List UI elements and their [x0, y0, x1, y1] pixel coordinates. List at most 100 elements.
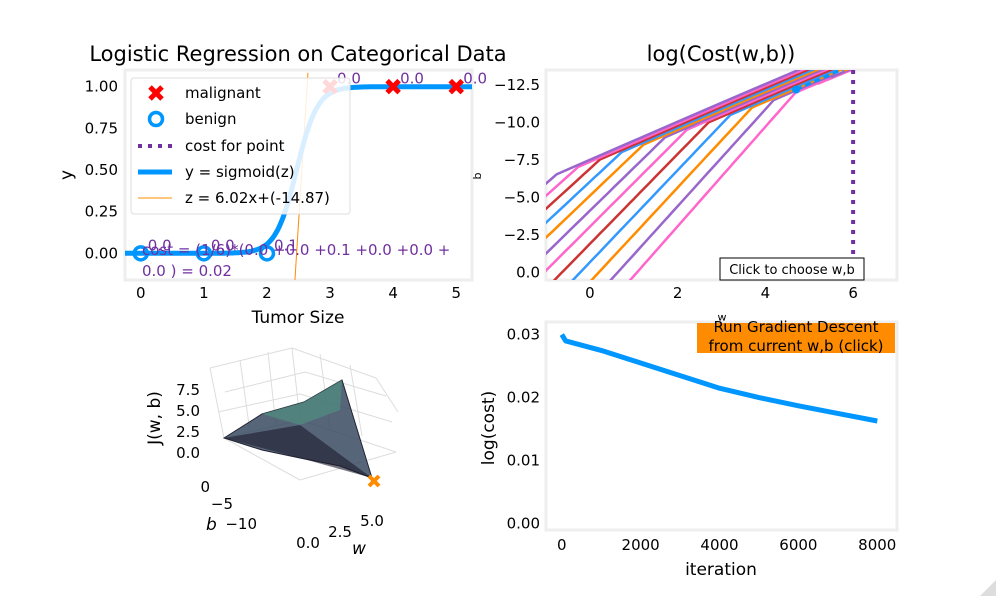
descent-path — [795, 70, 845, 91]
surface-xlabel: w — [352, 539, 366, 559]
w-tick-label: 5.0 — [360, 512, 384, 530]
x-tick-label: 0 — [585, 284, 595, 302]
contour-line — [590, 70, 849, 280]
cost-equation-line1: cost = (1/6)*(0.0 +0.0 +0.1 +0.0 +0.0 + — [142, 241, 450, 259]
legend-entry-label: malignant — [185, 84, 261, 102]
contour-line — [546, 70, 830, 273]
z-tick-label: 0.0 — [176, 444, 200, 462]
logistic-plot[interactable]: Logistic Regression on Categorical Data … — [57, 42, 507, 424]
contour-plot-ylabel: b — [471, 172, 484, 179]
cost-iteration-plot[interactable]: 0 2000 4000 6000 8000 0.00 0.01 0.02 0.03 iterat… — [479, 318, 899, 580]
x-tick-label: 3 — [325, 284, 335, 302]
x-tick-label: 2 — [262, 284, 272, 302]
x-tick-label: 5 — [451, 284, 461, 302]
y-tick-label: 1.00 — [85, 78, 118, 96]
y-tick-label: 0.00 — [507, 515, 540, 533]
y-tick-label: 0.75 — [85, 119, 118, 137]
y-tick-label: −10.0 — [494, 114, 540, 132]
surface-current-point-marker — [367, 474, 381, 488]
malignant-point — [385, 78, 401, 95]
surface-grid-line — [224, 371, 306, 393]
surface-highlight — [262, 380, 342, 425]
run-gradient-descent-button-bg[interactable] — [697, 323, 895, 353]
logistic-plot-title: Logistic Regression on Categorical Data — [89, 42, 506, 66]
legend-entry-label: benign — [185, 110, 236, 128]
contour-line — [609, 70, 852, 280]
surface-zlabel: J(w, b) — [145, 391, 165, 446]
x-tick-label: 0 — [136, 284, 146, 302]
cost-curve — [559, 333, 878, 424]
cost-iteration-xlabel: iteration — [685, 560, 757, 580]
surface-grid-line — [304, 371, 387, 397]
surface-grid-line — [291, 347, 377, 379]
x-tick-label: 6 — [848, 284, 858, 302]
x-tick-label: 0 — [557, 536, 567, 554]
x-tick-label: 2000 — [622, 536, 660, 554]
point-cost-label: 0.1 — [274, 236, 298, 254]
legend-entry-label: cost for point — [185, 137, 285, 155]
x-tick-label: 4 — [761, 284, 771, 302]
x-tick-label: 6000 — [779, 536, 817, 554]
contour-line — [628, 70, 855, 280]
click-note-box[interactable] — [719, 257, 865, 281]
surface-grid-line — [209, 347, 293, 369]
logistic-legend: malignant benign cost for point y = sigmoid… — [130, 77, 351, 215]
surface-grid-line — [349, 364, 363, 437]
y-tick-label: 0.25 — [85, 203, 118, 221]
surface-grid-line — [217, 393, 301, 413]
y-tick-label: −2.5 — [504, 226, 540, 244]
z-tick-label: 5.0 — [176, 402, 200, 420]
w-tick-label: 0.0 — [296, 534, 320, 552]
x-tick-label: 1 — [199, 284, 209, 302]
point-cost-label: 0.0 — [463, 70, 487, 88]
benign-point — [195, 245, 213, 262]
y-tick-label: 0.50 — [85, 161, 118, 179]
y-tick-label: 0.00 — [85, 244, 118, 262]
contour-line — [552, 70, 834, 280]
y-tick-label: 0.03 — [507, 326, 540, 344]
z-tick-label: 7.5 — [176, 381, 200, 399]
y-tick-label: −7.5 — [504, 151, 540, 169]
w-tick-label: 2.5 — [328, 523, 352, 541]
resize-grip-icon[interactable] — [980, 580, 996, 596]
x-tick-label: 2 — [673, 284, 683, 302]
point-cost-label: 0.0 — [400, 70, 424, 88]
benign-point — [258, 245, 276, 262]
y-tick-label: −12.5 — [494, 76, 540, 94]
surface-grid-line — [375, 377, 399, 413]
malignant-point — [448, 78, 464, 95]
point-cost-label: 0.0 — [211, 236, 235, 254]
click-note-text: Click to choose w,b — [729, 263, 855, 278]
x-tick-label: 8000 — [858, 536, 896, 554]
y-tick-label: 0.02 — [507, 389, 540, 407]
logistic-plot-ylabel: y — [57, 170, 77, 180]
legend-benign-marker — [147, 110, 165, 128]
run-gradient-descent-button[interactable]: Run Gradient Descent from current w,b (c… — [697, 318, 895, 355]
b-tick-label: 0 — [200, 478, 210, 496]
surface-ylabel: b — [206, 515, 217, 535]
point-cost-label: 0.0 — [148, 236, 172, 254]
surface-marker-cross — [367, 474, 381, 488]
run-gradient-descent-label-1: Run Gradient Descent — [713, 318, 878, 336]
contour-plot[interactable]: log(Cost(w,b)) 0 2 4 6 −12.5 −10.0 −7.5 −5.0 −2.… — [325, 0, 996, 377]
surface-grid-line — [209, 367, 225, 439]
surface-grid-line — [239, 359, 251, 433]
contour-plot-title: log(Cost(w,b)) — [647, 42, 796, 66]
legend-entry-label: y = sigmoid(z) — [185, 163, 295, 181]
legend-box — [130, 77, 351, 215]
contour-plot-xlabel: w — [718, 311, 727, 324]
cost-equation-line2: 0.0 ) = 0.02 — [142, 262, 232, 280]
cost-iteration-ylabel: log(cost) — [479, 391, 499, 465]
z-tick-label: 2.5 — [176, 423, 200, 441]
cost-iteration-frame — [544, 320, 899, 532]
benign-point — [132, 245, 150, 262]
run-gradient-descent-label-2: from current w,b (click) — [708, 337, 883, 355]
contour-line — [571, 70, 839, 280]
logistic-plot-xlabel: Tumor Size — [251, 308, 345, 328]
b-tick-label: −5 — [211, 495, 233, 513]
surface-plot[interactable]: 0.0 2.5 5.0 7.5 0−5 −10 0.0 2.5 5.0 J(w, b) b w — [145, 347, 399, 559]
x-tick-label: 4000 — [700, 536, 738, 554]
surface-grid-line — [223, 437, 301, 481]
y-tick-label: 0.01 — [507, 452, 540, 470]
